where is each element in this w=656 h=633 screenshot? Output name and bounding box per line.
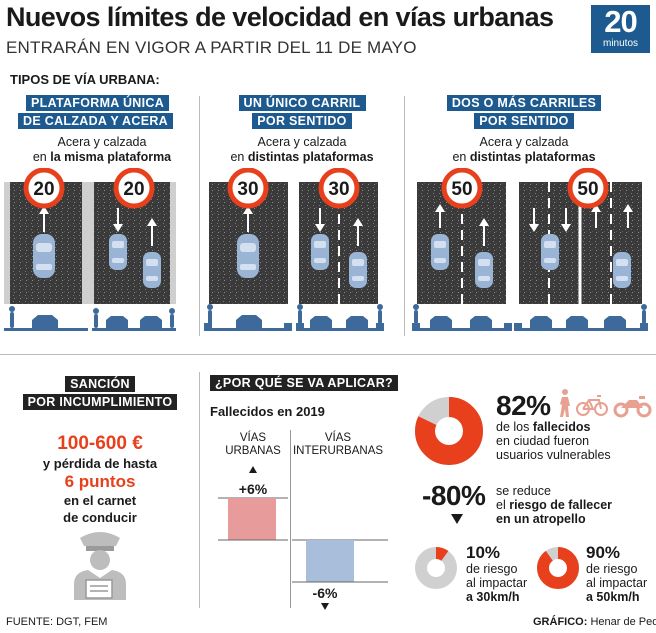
type-column-3: DOS O MÁS CARRILES POR SENTIDO Acera y c…: [426, 94, 622, 165]
motorcycle-icon: [613, 396, 652, 418]
police-officer-icon: [74, 532, 126, 600]
logo-number: 20: [604, 4, 637, 39]
sanction-tag-line2: POR INCUMPLIMIENTO: [22, 394, 178, 410]
type-desc-line1: Acera y calzada: [57, 135, 147, 149]
roads-illustration: 20 20 30 30 50 50: [4, 168, 648, 331]
vulnerable-pct: 82%: [496, 390, 551, 421]
interurban-label: VÍAS INTERURBANAS: [292, 432, 384, 457]
risk30-l2: al impactar: [466, 576, 528, 590]
type-desc-line1: Acera y calzada: [257, 135, 347, 149]
type-tag-line1: UN ÚNICO CARRIL: [238, 95, 366, 111]
column-divider: [404, 96, 405, 336]
risk50-l1: de riesgo: [586, 562, 638, 576]
type-tag-line2: POR SENTIDO: [474, 113, 574, 129]
urban-label: VÍAS URBANAS: [225, 432, 281, 457]
bicycle-icon: [576, 395, 608, 416]
speed-limit-value: 30: [237, 179, 258, 200]
risk30-l1: de riesgo: [466, 562, 518, 576]
risk30-pct: 10%: [466, 543, 501, 562]
chart-divider: [290, 430, 291, 608]
speed-limit-value: 30: [328, 179, 349, 200]
sanction-line2: y pérdida de hasta: [42, 456, 158, 471]
road-single-platform-two-way: [88, 182, 176, 304]
type-desc-line2: en distintas plataformas: [230, 150, 374, 164]
logo-20minutos: 20 minutos: [591, 5, 650, 53]
section-divider: [0, 354, 656, 355]
interurban-bar: [306, 540, 354, 582]
logo-word: minutos: [602, 38, 638, 49]
risk30-donut-slice: [415, 547, 457, 589]
type-tag-line2: POR SENTIDO: [252, 113, 352, 129]
why-tag: ¿POR QUÉ SE VA APLICAR?: [210, 375, 398, 391]
speed-limit-value: 20: [123, 179, 144, 200]
speed-sign-icon: 30: [318, 168, 360, 209]
down-arrow-icon: [451, 514, 463, 524]
sanction-line4: en el carnet: [63, 493, 137, 508]
speed-sign-icon: 50: [567, 168, 609, 209]
risk30-l3: a 30km/h: [466, 590, 520, 604]
deaths-title: Fallecidos en 2019: [210, 404, 325, 419]
risk50-pct: 90%: [586, 543, 621, 562]
type-column-2: UN ÚNICO CARRIL POR SENTIDO Acera y calz…: [214, 94, 390, 165]
sanction-panel: SANCIÓN POR INCUMPLIMIENTO 100-600 € y p…: [12, 375, 188, 526]
road-profile: [4, 304, 648, 331]
reduce-text: se reduce el riesgo de fallecer en un at…: [496, 484, 612, 526]
speed-limit-value: 20: [33, 179, 54, 200]
speed-limit-value: 50: [577, 179, 598, 200]
vulnerable-users-icons: [560, 389, 652, 418]
interurban-change: -6%: [313, 585, 338, 601]
types-section-title: TIPOS DE VÍA URBANA:: [10, 72, 160, 87]
risk30-text: 10% de riesgo al impactar a 30km/h: [466, 543, 527, 604]
sanction-amount: 100-600 €: [57, 433, 143, 454]
type-tag-line1: PLATAFORMA ÚNICA: [26, 95, 170, 111]
vulnerable-text: de los fallecidos en ciudad fueron usuar…: [496, 420, 611, 462]
reduce-pct: -80%: [422, 480, 486, 511]
page-subtitle: ENTRARÁN EN VIGOR A PARTIR DEL 11 DE MAY…: [6, 38, 417, 57]
type-desc-line2: en la misma plataforma: [32, 150, 172, 164]
risk30-donut: [415, 547, 457, 589]
risk50-l3: a 50km/h: [586, 590, 640, 604]
reduce-line3: en un atropello: [496, 512, 586, 526]
speed-sign-icon: 30: [227, 168, 269, 209]
reduce-line1: se reduce: [496, 484, 551, 498]
column-divider: [199, 96, 200, 336]
urban-change: +6%: [239, 481, 268, 497]
risk50-text: 90% de riesgo al impactar a 50km/h: [586, 543, 647, 604]
speed-sign-icon: 50: [441, 168, 483, 209]
vulnerable-line3: usuarios vulnerables: [496, 448, 611, 462]
column-divider: [199, 372, 200, 608]
deaths-bars: +6% -6%: [218, 466, 388, 610]
speed-sign-icon: 20: [23, 168, 65, 209]
pedestrian-icon: [560, 389, 570, 417]
sanction-line5: de conducir: [63, 510, 137, 525]
type-desc-line1: Acera y calzada: [479, 135, 569, 149]
risk50-l2: al impactar: [586, 576, 648, 590]
reduce-line2: el riesgo de fallecer: [496, 498, 613, 512]
source-note: FUENTE: DGT, FEM: [6, 616, 108, 628]
vulnerable-line1: de los fallecidos: [496, 420, 591, 434]
type-tag-line1: DOS O MÁS CARRILES: [446, 95, 602, 111]
sanction-points: 6 puntos: [64, 472, 136, 491]
up-arrow-icon: [249, 466, 257, 473]
speed-limit-value: 50: [451, 179, 472, 200]
credit-note: GRÁFICO: Henar de Pedro: [533, 616, 656, 628]
urban-bar: [228, 498, 276, 540]
sanction-tag-line1: SANCIÓN: [65, 376, 135, 392]
type-column-1: PLATAFORMA ÚNICA DE CALZADA Y ACERA Acer…: [14, 94, 190, 165]
risk50-donut: [537, 547, 579, 589]
vulnerable-donut-slice: [415, 397, 483, 465]
page-title: Nuevos límites de velocidad en vías urba…: [6, 2, 554, 32]
type-tag-line2: DE CALZADA Y ACERA: [18, 113, 173, 129]
speed-sign-icon: 20: [113, 168, 155, 209]
risk50-donut-slice: [537, 547, 579, 589]
vulnerable-donut: [415, 397, 483, 465]
down-arrow-icon: [321, 603, 329, 610]
vulnerable-line2: en ciudad fueron: [496, 434, 590, 448]
type-desc-line2: en distintas plataformas: [452, 150, 596, 164]
